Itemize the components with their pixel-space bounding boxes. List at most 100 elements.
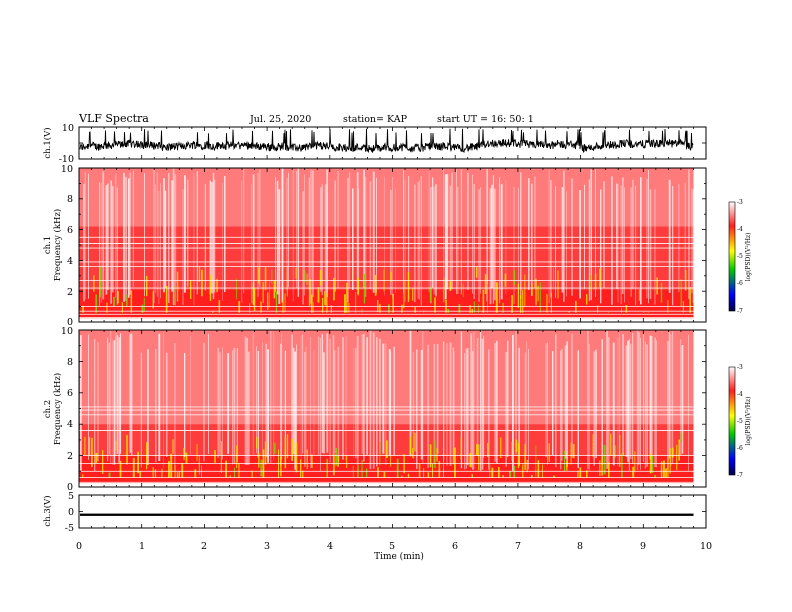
sferic-streak	[595, 349, 597, 459]
emission-burst	[537, 285, 539, 302]
emission-burst	[412, 448, 414, 458]
sferic-streak	[524, 352, 526, 455]
emission-burst	[251, 283, 253, 304]
sferic-streak	[433, 343, 436, 464]
sferic-streak	[552, 351, 554, 455]
emission-burst	[473, 301, 475, 313]
emission-burst	[614, 445, 617, 458]
sferic-streak	[118, 337, 121, 463]
ch1-channel-label: ch.1	[43, 236, 53, 254]
sferic-streak	[460, 168, 462, 295]
emission-burst	[660, 461, 663, 478]
emission-burst	[183, 447, 185, 460]
emission-burst	[423, 467, 425, 478]
emission-burst	[500, 437, 502, 458]
emission-burst	[599, 268, 601, 288]
sferic-streak	[577, 350, 579, 469]
emission-burst	[414, 432, 416, 452]
sferic-streak	[443, 168, 444, 297]
sferic-streak	[678, 184, 680, 293]
sferic-streak	[302, 334, 304, 454]
emission-burst	[460, 437, 462, 460]
sferic-streak	[531, 183, 533, 296]
emission-burst	[220, 441, 222, 474]
emission-burst	[550, 292, 552, 313]
emission-burst	[256, 436, 258, 449]
emission-burst	[436, 448, 438, 462]
sferic-streak	[534, 176, 536, 289]
sferic-streak	[163, 178, 165, 293]
sferic-streak	[616, 183, 618, 290]
emission-burst	[377, 300, 379, 313]
x-axis: 0 1 2 3 4 5 6 7 8 9 10 Time (min)	[76, 541, 712, 562]
emission-burst	[434, 440, 436, 469]
emission-burst	[267, 292, 269, 310]
ch2-cb-tick-m5: -5	[737, 418, 743, 425]
ch3-ytick-5: 5	[68, 491, 74, 502]
sferic-streak	[688, 334, 689, 471]
emission-burst	[449, 281, 452, 291]
emission-burst	[216, 278, 218, 293]
sferic-streak	[452, 347, 454, 465]
emission-burst	[676, 444, 678, 470]
emission-burst	[361, 460, 363, 478]
emission-burst	[326, 293, 328, 313]
x-axis-label: Time (min)	[374, 551, 424, 562]
emission-burst	[553, 267, 554, 288]
sferic-streak	[284, 350, 286, 466]
emission-burst	[454, 447, 456, 478]
ch1-cb-tick-m3: -3	[737, 199, 743, 206]
sferic-streak	[372, 171, 375, 293]
emission-burst	[260, 459, 263, 477]
sferic-streak	[515, 331, 517, 455]
emission-burst	[194, 469, 197, 478]
emission-burst	[671, 447, 674, 458]
sferic-streak	[649, 335, 652, 460]
emission-burst	[498, 467, 500, 478]
sferic-streak	[443, 341, 445, 461]
emission-burst	[317, 287, 320, 303]
emission-burst	[478, 304, 480, 313]
sferic-streak	[625, 345, 628, 458]
emission-burst	[689, 287, 691, 313]
emission-burst	[264, 441, 267, 465]
sferic-streak	[342, 337, 344, 460]
emission-burst	[568, 311, 570, 313]
emission-burst	[665, 468, 667, 478]
sferic-streak	[478, 189, 480, 302]
axis-ticks	[78, 126, 707, 529]
start-time-label: start UT = 16: 50: 1	[437, 114, 534, 125]
sferic-streak	[324, 184, 327, 306]
sferic-streak	[366, 337, 368, 455]
sferic-streak	[257, 173, 259, 298]
sferic-streak	[252, 174, 255, 306]
emission-burst	[306, 273, 308, 285]
sferic-streak	[310, 337, 311, 469]
sferic-streak	[612, 342, 615, 466]
emission-burst	[509, 471, 511, 478]
emission-burst	[311, 294, 313, 313]
sferic-streak	[587, 330, 589, 470]
emission-burst	[269, 279, 270, 308]
sferic-streak	[561, 187, 564, 293]
sferic-streak	[190, 336, 191, 455]
sferic-streak	[680, 339, 682, 456]
emission-burst	[286, 266, 288, 297]
sferic-streak	[291, 334, 293, 454]
sferic-streak	[457, 186, 459, 294]
sferic-streak	[643, 333, 644, 463]
sferic-streak	[212, 172, 215, 300]
sferic-streak	[227, 353, 230, 454]
sferic-streak	[590, 169, 592, 301]
sferic-streak	[292, 169, 294, 302]
emission-burst	[324, 291, 326, 305]
sferic-streak	[329, 338, 331, 463]
emission-burst	[427, 472, 430, 478]
sferic-streak	[363, 333, 365, 462]
emission-burst	[434, 297, 436, 313]
sferic-streak	[470, 333, 473, 468]
emission-burst	[249, 303, 251, 313]
emission-burst	[262, 281, 264, 304]
lowfreq-cutoff	[79, 483, 694, 487]
emission-burst	[119, 460, 122, 478]
